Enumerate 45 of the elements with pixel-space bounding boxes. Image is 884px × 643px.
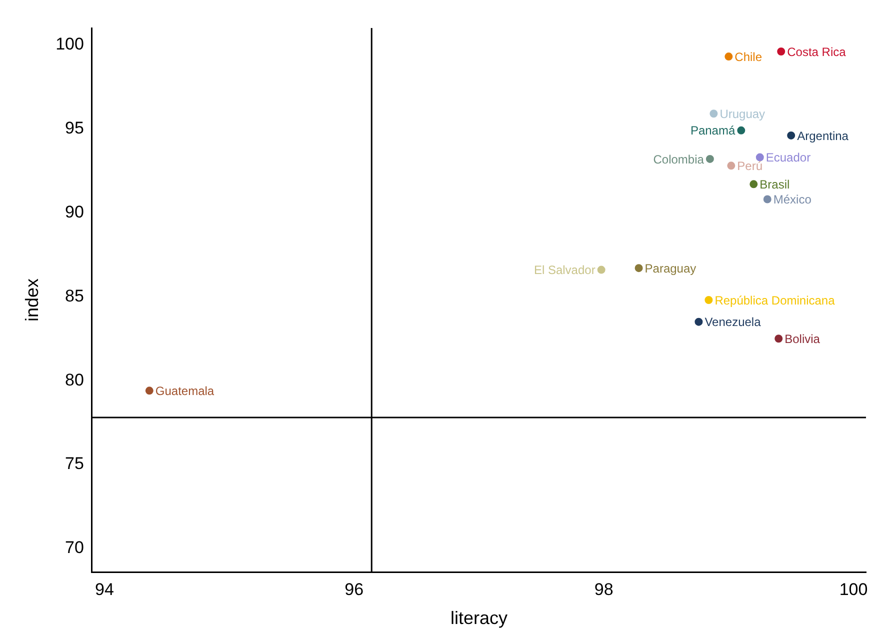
point bbox=[750, 180, 758, 188]
series-label: Brasil bbox=[760, 177, 790, 192]
y-tick-label: 85 bbox=[65, 286, 84, 306]
point bbox=[694, 318, 703, 326]
series-label: Colombia bbox=[653, 152, 704, 166]
y-tick-label: 90 bbox=[65, 202, 84, 222]
y-tick-label: 80 bbox=[65, 370, 84, 390]
series-label: República Dominicana bbox=[714, 293, 836, 308]
series-label: Chile bbox=[734, 50, 762, 64]
point bbox=[724, 52, 733, 61]
x-tick-label: 96 bbox=[344, 580, 364, 599]
series-label: Perú bbox=[737, 158, 763, 173]
point bbox=[145, 386, 154, 395]
series-label: Guatemala bbox=[155, 384, 214, 398]
point bbox=[763, 195, 772, 204]
series-label: Costa Rica bbox=[787, 44, 846, 59]
point bbox=[597, 266, 606, 274]
y-axis-title: index bbox=[22, 278, 42, 322]
point bbox=[737, 126, 746, 134]
point bbox=[704, 296, 713, 304]
series-label: Argentina bbox=[797, 128, 849, 143]
x-tick-label: 94 bbox=[94, 580, 114, 599]
point bbox=[727, 162, 736, 170]
series-label: México bbox=[773, 192, 812, 207]
x-tick-label: 98 bbox=[594, 580, 614, 599]
series-label: Ecuador bbox=[766, 150, 811, 165]
series-label: Venezuela bbox=[704, 315, 762, 330]
x-tick-label: 100 bbox=[839, 580, 868, 599]
y-tick-label: 70 bbox=[65, 538, 84, 558]
y-tick-label: 95 bbox=[65, 118, 84, 138]
series-label: Uruguay bbox=[720, 106, 766, 121]
point bbox=[777, 48, 786, 56]
series-label: El Salvador bbox=[534, 263, 596, 278]
point bbox=[774, 334, 783, 343]
series-label: Bolivia bbox=[784, 332, 820, 346]
series-label: Panamá bbox=[690, 124, 736, 138]
y-tick-label: 75 bbox=[65, 454, 84, 474]
point bbox=[706, 154, 714, 163]
series-label: Paraguay bbox=[644, 261, 696, 276]
point bbox=[756, 153, 764, 162]
point bbox=[710, 110, 718, 118]
point bbox=[787, 131, 796, 140]
y-tick-label: 100 bbox=[56, 34, 84, 54]
point bbox=[634, 264, 643, 272]
x-axis-title: literacy bbox=[450, 608, 508, 628]
